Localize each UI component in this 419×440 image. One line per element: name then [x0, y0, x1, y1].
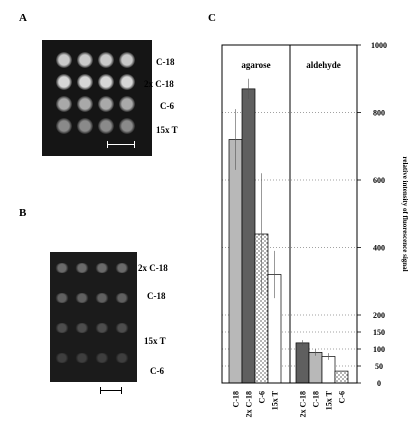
fluorescence-spot [98, 52, 114, 68]
fluorescence-spot [55, 323, 69, 333]
x-tick-label: C-18 [312, 391, 321, 407]
fluorescence-spot [77, 96, 93, 112]
fluorescence-spot [115, 293, 129, 303]
group-label: aldehyde [306, 60, 341, 70]
y-tick-label: 0 [377, 379, 381, 388]
panel-b-scalebar [100, 387, 122, 394]
fluorescence-spot [55, 353, 69, 363]
panel-b-image [50, 252, 137, 382]
fluorescence-spot [75, 263, 89, 273]
fluorescence-spot [119, 52, 135, 68]
y-tick-label: 150 [373, 328, 385, 337]
fluorescence-spot [77, 118, 93, 134]
fluorescence-spot [95, 353, 109, 363]
x-tick-label: C-6 [338, 391, 347, 403]
fluorescence-spot [55, 263, 69, 273]
fluorescence-spot [55, 293, 69, 303]
x-tick-label: 2x C-18 [299, 391, 308, 417]
x-tick-label: 2x C-18 [245, 391, 254, 417]
fluorescence-spot [115, 323, 129, 333]
fluorescence-spot [95, 293, 109, 303]
panel-b-row-label: 15x T [144, 336, 166, 346]
panel-b-row-label: C-18 [147, 291, 166, 301]
y-tick-label: 600 [373, 176, 385, 185]
fluorescence-spot [77, 74, 93, 90]
group-label: agarose [241, 60, 270, 70]
fluorescence-spot [56, 74, 72, 90]
panel-a-row-label: 15x T [156, 125, 178, 135]
fluorescence-spot [56, 52, 72, 68]
y-axis-label: relative intensity of fluorescence signa… [401, 156, 409, 271]
panel-c-letter: C [208, 12, 216, 24]
fluorescence-spot [115, 353, 129, 363]
fluorescence-spot [75, 323, 89, 333]
x-tick-label: C-6 [258, 391, 267, 403]
y-tick-label: 1000 [371, 41, 387, 50]
panel-a-scalebar [107, 141, 135, 148]
panel-a-row-label: C-18 [156, 57, 175, 67]
fluorescence-spot [98, 74, 114, 90]
panel-b-row-label: C-6 [150, 366, 164, 376]
fluorescence-spot [95, 323, 109, 333]
bar [228, 139, 243, 384]
bar [241, 88, 256, 384]
panel-a-row-label: 2x C-18 [144, 79, 174, 89]
panel-a-image [42, 40, 152, 156]
bar [334, 370, 349, 384]
panel-a-row-label: C-6 [160, 101, 174, 111]
fluorescence-spot [119, 96, 135, 112]
y-tick-label: 200 [373, 311, 385, 320]
y-tick-label: 800 [373, 109, 385, 118]
y-tick-label: 50 [375, 362, 383, 371]
panel-a-letter: A [19, 12, 27, 24]
panel-b-letter: B [19, 207, 27, 219]
fluorescence-spot [95, 263, 109, 273]
fluorescence-spot [75, 293, 89, 303]
fluorescence-spot [98, 118, 114, 134]
fluorescence-spot [77, 52, 93, 68]
fluorescence-spot [98, 96, 114, 112]
x-tick-label: 15x T [271, 390, 280, 410]
fluorescence-spot [119, 74, 135, 90]
x-tick-label: C-18 [232, 391, 241, 407]
bar [308, 352, 323, 384]
bar [295, 342, 310, 384]
fluorescence-spot [56, 96, 72, 112]
y-tick-label: 100 [373, 345, 385, 354]
fluorescence-spot [56, 118, 72, 134]
fluorescence-spot [119, 118, 135, 134]
y-tick-label: 400 [373, 244, 385, 253]
x-tick-label: 15x T [325, 390, 334, 410]
fluorescence-spot [75, 353, 89, 363]
panel-b-row-label: 2x C-18 [138, 263, 168, 273]
fluorescence-spot [115, 263, 129, 273]
bar [321, 356, 336, 384]
